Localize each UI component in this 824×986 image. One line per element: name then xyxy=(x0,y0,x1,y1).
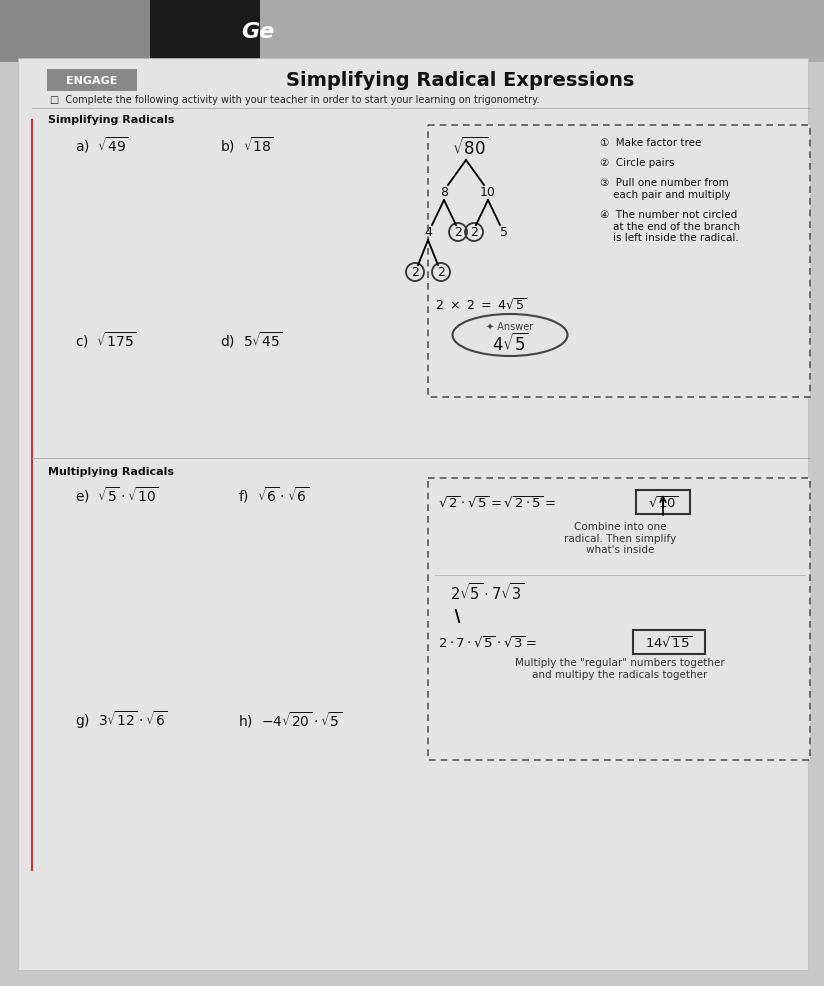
Text: 2: 2 xyxy=(437,265,445,278)
Text: 4: 4 xyxy=(424,226,432,239)
Text: b)  $\sqrt{18}$: b) $\sqrt{18}$ xyxy=(220,135,274,155)
Text: $2 \cdot 7 \cdot \sqrt{5} \cdot \sqrt{3} =$: $2 \cdot 7 \cdot \sqrt{5} \cdot \sqrt{3}… xyxy=(438,635,537,651)
Text: 2: 2 xyxy=(454,226,462,239)
Text: h)  $-4\sqrt{20} \cdot \sqrt{5}$: h) $-4\sqrt{20} \cdot \sqrt{5}$ xyxy=(238,710,342,730)
Text: ②  Circle pairs: ② Circle pairs xyxy=(600,158,675,168)
Text: d)  $5\sqrt{45}$: d) $5\sqrt{45}$ xyxy=(220,330,283,350)
FancyBboxPatch shape xyxy=(150,0,260,62)
Text: a)  $\sqrt{49}$: a) $\sqrt{49}$ xyxy=(75,135,129,155)
Text: e)  $\sqrt{5} \cdot \sqrt{10}$: e) $\sqrt{5} \cdot \sqrt{10}$ xyxy=(75,485,158,505)
Text: Simplifying Radicals: Simplifying Radicals xyxy=(48,115,175,125)
Text: $\sqrt{10}$: $\sqrt{10}$ xyxy=(648,495,678,511)
FancyBboxPatch shape xyxy=(47,69,137,91)
Text: ①  Make factor tree: ① Make factor tree xyxy=(600,138,701,148)
Text: 2: 2 xyxy=(411,265,419,278)
Text: ENGAGE: ENGAGE xyxy=(66,76,118,86)
FancyBboxPatch shape xyxy=(260,0,824,62)
Text: 2: 2 xyxy=(470,226,478,239)
FancyBboxPatch shape xyxy=(633,630,705,654)
Text: 5: 5 xyxy=(500,226,508,239)
Text: ④  The number not circled
    at the end of the branch
    is left inside the ra: ④ The number not circled at the end of t… xyxy=(600,210,740,244)
FancyBboxPatch shape xyxy=(636,490,690,514)
Text: $\sqrt{80}$: $\sqrt{80}$ xyxy=(452,137,489,159)
Text: g)  $3\sqrt{12} \cdot \sqrt{6}$: g) $3\sqrt{12} \cdot \sqrt{6}$ xyxy=(75,709,168,731)
Text: Simplifying Radical Expressions: Simplifying Radical Expressions xyxy=(286,72,634,91)
Text: $\sqrt{2} \cdot \sqrt{5} = \sqrt{2 \cdot 5} =$: $\sqrt{2} \cdot \sqrt{5} = \sqrt{2 \cdot… xyxy=(438,495,556,511)
FancyBboxPatch shape xyxy=(428,125,810,397)
Text: Multiplying Radicals: Multiplying Radicals xyxy=(48,467,174,477)
Text: ③  Pull one number from
    each pair and multiply: ③ Pull one number from each pair and mul… xyxy=(600,178,731,199)
FancyBboxPatch shape xyxy=(18,58,808,970)
Text: Ge: Ge xyxy=(241,22,274,42)
Text: c)  $\sqrt{175}$: c) $\sqrt{175}$ xyxy=(75,330,137,350)
Text: 8: 8 xyxy=(440,185,448,198)
Text: □  Complete the following activity with your teacher in order to start your lear: □ Complete the following activity with y… xyxy=(50,95,540,105)
Text: $4\sqrt{5}$: $4\sqrt{5}$ xyxy=(492,333,528,355)
FancyBboxPatch shape xyxy=(0,0,150,62)
Text: $2\sqrt{5} \cdot 7\sqrt{3}$: $2\sqrt{5} \cdot 7\sqrt{3}$ xyxy=(450,582,525,602)
Text: Multiply the "regular" numbers together
and multipy the radicals together: Multiply the "regular" numbers together … xyxy=(515,658,725,679)
Text: Combine into one
radical. Then simplify
what's inside: Combine into one radical. Then simplify … xyxy=(564,522,677,555)
Text: $14\sqrt{15}$: $14\sqrt{15}$ xyxy=(645,635,693,651)
Ellipse shape xyxy=(452,314,568,356)
FancyBboxPatch shape xyxy=(428,478,810,760)
Text: $2\ \times\ 2\ =\ 4\sqrt{5}$: $2\ \times\ 2\ =\ 4\sqrt{5}$ xyxy=(435,298,527,313)
Text: 10: 10 xyxy=(480,185,496,198)
Text: f)  $\sqrt{6} \cdot \sqrt{6}$: f) $\sqrt{6} \cdot \sqrt{6}$ xyxy=(238,485,309,505)
Text: ✦ Answer: ✦ Answer xyxy=(486,322,534,332)
